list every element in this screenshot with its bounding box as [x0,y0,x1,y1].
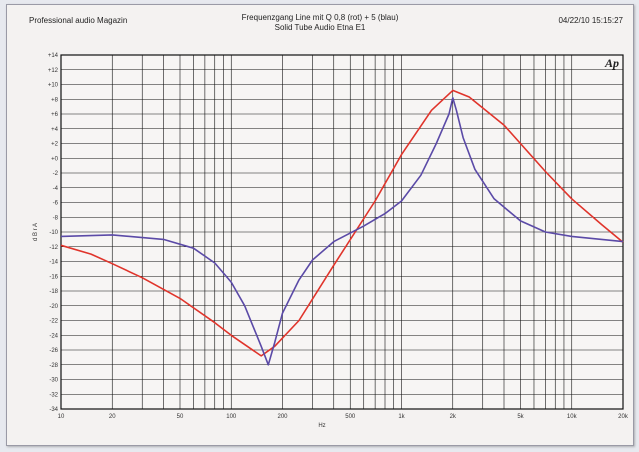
y-tick-label: +10 [48,83,59,89]
timestamp: 04/22/10 15:15:27 [558,16,623,25]
y-tick-label: -32 [49,392,58,398]
magazine-label: Professional audio Magazin [29,16,128,25]
y-tick-label: -16 [49,274,58,280]
chart-title: Frequenzgang Line mit Q 0,8 (rot) + 5 (b… [7,13,633,33]
x-tick-label: 100 [226,414,237,420]
x-tick-label: 10k [567,414,578,420]
x-tick-label: 500 [345,414,356,420]
x-tick-label: 10 [58,414,65,420]
y-tick-label: -18 [49,289,58,295]
y-tick-label: -20 [49,304,58,310]
x-axis-label: Hz [318,423,325,429]
y-tick-label: -2 [53,171,59,177]
chart-title-line2: Solid Tube Audio Etna E1 [274,23,366,32]
y-tick-label: -6 [53,201,59,207]
x-tick-label: 20 [109,414,116,420]
y-tick-label: -12 [49,245,58,251]
y-tick-label: -8 [53,215,59,221]
y-tick-label: -26 [49,348,58,354]
y-tick-label: +0 [51,156,59,162]
frequency-response-chart: +14 +12 +10 +8 +6 +4 +2 +0 -2 -4 -6 -8 -10 -12 -14 -16 -… [33,53,629,429]
y-tick-label: -14 [49,260,58,266]
y-axis-label: d B r A [33,223,39,241]
chart-title-line1: Frequenzgang Line mit Q 0,8 (rot) + 5 (b… [241,13,399,22]
y-tick-label: +6 [51,112,59,118]
y-tick-label: -10 [49,230,58,236]
series-line-blue [60,97,624,366]
x-tick-label: 2k [450,414,457,420]
y-tick-label: -22 [49,319,58,325]
ap-logo: Ap [604,56,619,70]
y-tick-label: +4 [51,127,59,133]
y-tick-label: +2 [51,142,59,148]
x-tick-label: 1k [398,414,405,420]
y-tick-label: -30 [49,378,58,384]
y-tick-label: -24 [49,333,58,339]
y-tick-label: -28 [49,363,58,369]
y-tick-label: +14 [48,53,59,59]
x-tick-label: 50 [177,414,184,420]
series-line-red [60,89,624,357]
x-tick-label: 200 [277,414,288,420]
y-tick-label: +12 [48,68,59,74]
x-tick-label: 20k [618,414,629,420]
y-tick-label: -34 [49,407,58,413]
chart-panel: Professional audio Magazin Frequenzgang … [6,4,634,446]
y-tick-label: -4 [53,186,59,192]
x-tick-label: 5k [517,414,524,420]
y-tick-label: +8 [51,97,59,103]
